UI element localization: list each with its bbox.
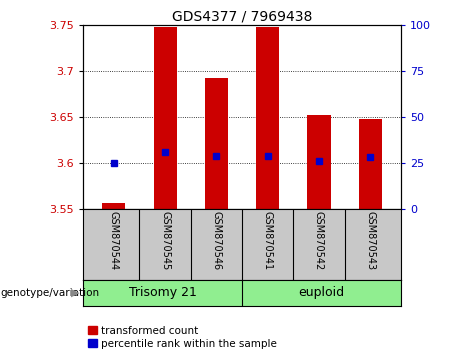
Text: GSM870544: GSM870544 bbox=[109, 211, 119, 270]
Text: GSM870543: GSM870543 bbox=[365, 211, 375, 270]
Bar bbox=[154, 27, 177, 209]
Bar bbox=[205, 78, 228, 209]
Bar bbox=[256, 27, 279, 209]
Text: GSM870545: GSM870545 bbox=[160, 211, 170, 270]
Text: GSM870546: GSM870546 bbox=[212, 211, 221, 270]
Bar bbox=[102, 203, 125, 209]
Text: GSM870542: GSM870542 bbox=[314, 211, 324, 270]
Text: GSM870541: GSM870541 bbox=[263, 211, 272, 270]
Text: Trisomy 21: Trisomy 21 bbox=[129, 286, 196, 299]
Legend: transformed count, percentile rank within the sample: transformed count, percentile rank withi… bbox=[88, 326, 277, 349]
Text: ▶: ▶ bbox=[71, 288, 80, 298]
Bar bbox=[359, 119, 382, 209]
Text: euploid: euploid bbox=[298, 286, 345, 299]
Bar bbox=[307, 115, 331, 209]
Title: GDS4377 / 7969438: GDS4377 / 7969438 bbox=[172, 10, 312, 24]
Text: genotype/variation: genotype/variation bbox=[0, 288, 99, 298]
